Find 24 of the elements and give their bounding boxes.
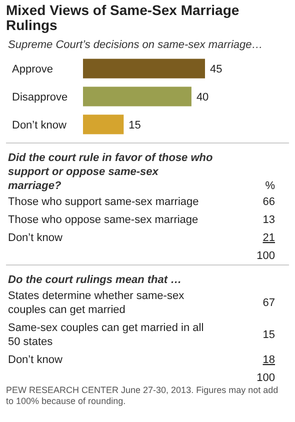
y-tick-label: Disapprove (12, 92, 68, 104)
category-label: Those who support same-sex marriage (8, 196, 199, 208)
y-tick-label: Approve (12, 64, 53, 76)
data-label: 18 (262, 354, 275, 366)
text: 100 (256, 250, 275, 262)
data-label: 15 (262, 329, 275, 341)
data-label: 21 (262, 232, 275, 244)
data-label: 66 (262, 196, 275, 208)
text: Do the court rulings mean that … (8, 274, 182, 286)
data-label: 40 (196, 92, 209, 104)
text: 100 (256, 372, 275, 384)
data-label: 15 (128, 119, 141, 132)
data-label: 45 (210, 64, 222, 76)
text: % (265, 180, 276, 192)
chart-subtitle: Supreme Court’s decisions on same-sex marriage… (8, 39, 263, 51)
text: PEW RESEARCH CENTER June 27-30, 2013. Figures may not add to 100% because of rounding. (6, 385, 278, 406)
data-label: 67 (262, 297, 275, 309)
category-label: Same-sex couples can get married in all 50 states (8, 322, 204, 348)
category-label: States determine whether same-sex couples can get married (8, 290, 185, 316)
category-label: Those who oppose same-sex marriage (8, 214, 198, 226)
data-label: 13 (262, 214, 275, 226)
text: Did the court rule in favor of those who support or oppose same-sex marriage? (8, 152, 214, 192)
chart-title: Mixed Views of Same-Sex Marriage Rulings (6, 2, 240, 33)
y-tick-label: Don’t know (12, 119, 66, 132)
